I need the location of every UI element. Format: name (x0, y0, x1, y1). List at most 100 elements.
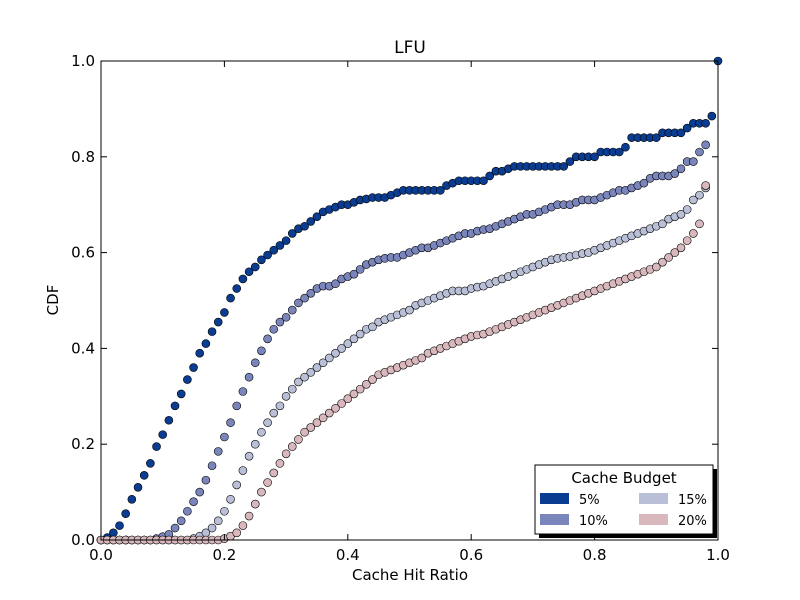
data-point (250, 439, 260, 449)
data-point (479, 176, 488, 186)
data-point (318, 358, 328, 368)
data-point (275, 317, 285, 327)
data-point (355, 329, 365, 339)
data-point (226, 494, 235, 504)
data-point (269, 468, 279, 478)
data-point (695, 219, 704, 229)
plot-area (96, 56, 723, 545)
data-point (238, 521, 248, 530)
data-point (226, 418, 235, 427)
data-point (682, 123, 692, 133)
data-point (232, 401, 242, 411)
data-point (275, 401, 285, 411)
data-point (331, 348, 340, 358)
data-point (158, 430, 167, 439)
data-point (164, 415, 174, 425)
data-point (287, 384, 297, 394)
data-point (170, 523, 180, 533)
x-tick-label: 0.4 (336, 546, 360, 564)
legend-entries: 5% 10% 15% 20% (540, 493, 707, 529)
data-point (207, 523, 217, 533)
data-point (349, 389, 359, 399)
data-point (343, 339, 353, 348)
legend-swatch (639, 493, 668, 504)
data-point (281, 391, 291, 401)
data-point (263, 418, 272, 427)
x-tick-label: 0.0 (89, 546, 113, 564)
data-point (238, 466, 248, 475)
data-point (281, 449, 291, 459)
data-point (658, 219, 667, 229)
data-point (670, 248, 680, 257)
data-point (127, 494, 137, 504)
data-point (133, 483, 143, 492)
data-point (269, 408, 279, 418)
data-point (565, 157, 575, 166)
data-point (238, 387, 248, 396)
y-tick-label: 0.0 (71, 531, 95, 549)
data-point (485, 171, 495, 181)
data-point (337, 399, 346, 408)
data-point (213, 516, 223, 526)
data-point (682, 205, 692, 214)
data-point (226, 293, 235, 303)
data-point (244, 267, 254, 277)
y-tick-label: 0.2 (71, 435, 95, 453)
data-point (639, 178, 649, 188)
data-point (263, 250, 272, 260)
data-point (189, 363, 198, 372)
data-point (331, 403, 340, 413)
data-point (676, 209, 686, 219)
data-point (355, 384, 365, 394)
data-point (269, 324, 279, 334)
data-point (146, 459, 155, 468)
data-point (115, 521, 124, 530)
data-point (651, 262, 661, 272)
axes-frame (100, 60, 719, 541)
data-point (614, 147, 624, 157)
data-point (201, 339, 211, 348)
data-point (651, 133, 661, 142)
data-point (287, 305, 297, 315)
data-point (701, 118, 710, 128)
data-point (294, 298, 303, 308)
legend-label: 10% (579, 514, 608, 529)
data-point (664, 253, 673, 262)
data-point (368, 375, 377, 384)
legend-swatch (540, 493, 569, 504)
y-axis-label: CDF (44, 285, 62, 316)
legend: Cache Budget 5% 10% 15% 20% (534, 464, 717, 538)
series-4 (96, 181, 710, 545)
data-point (306, 217, 316, 226)
data-point (689, 195, 698, 205)
data-point (176, 389, 186, 399)
data-point (300, 372, 309, 382)
data-point (109, 528, 118, 538)
data-point (324, 353, 334, 363)
data-point (281, 236, 291, 245)
data-point (183, 375, 192, 384)
data-point (331, 279, 340, 289)
x-axis-label: Cache Hit Ratio (352, 566, 468, 584)
data-point (368, 322, 377, 332)
data-point (263, 478, 272, 487)
data-point (244, 451, 254, 461)
data-point (201, 475, 211, 485)
data-point (183, 506, 192, 516)
legend-label: 15% (678, 493, 707, 508)
data-point (294, 435, 303, 444)
y-tick-label: 0.8 (71, 148, 95, 166)
data-point (269, 245, 279, 255)
data-point (275, 241, 285, 250)
data-point (318, 413, 328, 423)
x-tick-label: 0.6 (459, 546, 483, 564)
data-point (337, 344, 346, 353)
data-point (689, 157, 698, 166)
data-point (559, 162, 569, 171)
data-point (682, 236, 692, 245)
data-point (207, 461, 217, 471)
data-point (257, 346, 266, 356)
x-tick-label: 1.0 (706, 546, 730, 564)
data-point (355, 265, 365, 274)
legend-label: 20% (678, 514, 707, 529)
